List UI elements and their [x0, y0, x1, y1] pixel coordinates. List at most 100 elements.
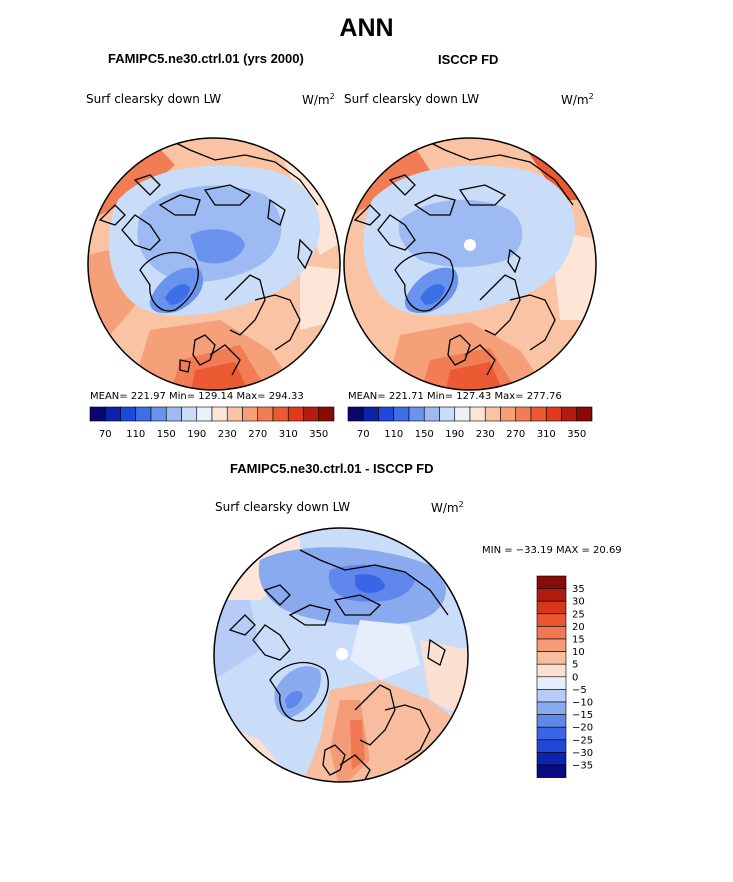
- colorbar-diff-tick-label: −25: [572, 735, 593, 746]
- colorbar-model-swatch: [272, 406, 289, 422]
- colorbar-model-swatch: [120, 406, 137, 422]
- panel-model-variable: Surf clearsky down LW: [86, 92, 222, 106]
- colorbar-diff-tick-label: 30: [572, 597, 585, 608]
- map-model: [88, 138, 340, 390]
- colorbar-obs-swatch: [530, 406, 547, 422]
- colorbar-obs-swatch: [515, 406, 532, 422]
- colorbar-model-swatch: [196, 406, 213, 422]
- panel-model-title: FAMIPC5.ne30.ctrl.01 (yrs 2000): [108, 51, 304, 66]
- colorbar-model-swatch: [257, 406, 274, 422]
- colorbar-diff-tick-label: −35: [572, 761, 593, 772]
- colorbar-obs-tick-label: 150: [415, 429, 434, 440]
- colorbar-obs-swatch: [378, 406, 395, 422]
- colorbar-obs-swatch: [347, 406, 364, 422]
- colorbar-model-swatch: [318, 406, 335, 422]
- panel-obs-variable: Surf clearsky down LW: [344, 92, 480, 106]
- colorbar-obs-swatch: [362, 406, 379, 422]
- colorbar-model-swatch: [303, 406, 320, 422]
- map-diff: [214, 528, 468, 782]
- colorbar-diff-swatch: [536, 676, 567, 690]
- colorbar-model: 70 110 150 190 230 270 310 350: [89, 406, 335, 440]
- colorbar-diff-tick-label: 20: [572, 622, 585, 633]
- colorbar-obs: 70 110 150 190 230 270 310 350: [347, 406, 593, 440]
- colorbar-diff-swatch: [536, 726, 567, 741]
- colorbar-obs-tick-label: 110: [384, 429, 403, 440]
- colorbar-obs-swatch: [545, 406, 562, 422]
- colorbar-obs-tick-label: 350: [567, 429, 586, 440]
- colorbar-obs-swatch: [408, 406, 425, 422]
- colorbar-diff-swatch: [536, 613, 567, 627]
- colorbar-model-swatch: [287, 406, 304, 422]
- colorbar-diff-swatch: [536, 651, 567, 665]
- colorbar-model-swatch: [104, 406, 121, 422]
- colorbar-diff-tick-label: 25: [572, 609, 585, 620]
- colorbar-diff-tick-label: −15: [572, 710, 593, 721]
- colorbar-model-swatch: [181, 406, 198, 422]
- colorbar-obs-swatch: [561, 406, 578, 422]
- colorbar-diff-tick-label: 35: [572, 584, 585, 595]
- colorbar-diff-swatch: [536, 714, 567, 728]
- diff-stats: MIN = −33.19 MAX = 20.69: [482, 545, 622, 556]
- colorbar-diff-swatch: [536, 600, 567, 615]
- colorbar-obs-swatch: [423, 406, 440, 422]
- colorbar-obs-swatch: [484, 406, 501, 422]
- colorbar-diff-swatch: [536, 701, 567, 715]
- colorbar-model-swatch: [150, 406, 167, 422]
- colorbar-model-swatch: [165, 406, 182, 422]
- colorbar-diff-tick-label: 10: [572, 647, 585, 658]
- colorbar-model-tick-label: 70: [99, 429, 112, 440]
- colorbar-model-tick-label: 310: [279, 429, 298, 440]
- colorbar-model-tick-label: 270: [248, 429, 267, 440]
- colorbar-model-tick-label: 150: [157, 429, 176, 440]
- colorbar-model-tick-label: 190: [187, 429, 206, 440]
- diff-variable: Surf clearsky down LW: [215, 500, 351, 514]
- colorbar-diff-swatch: [536, 752, 567, 766]
- colorbar-diff-tick-label: −20: [572, 723, 593, 734]
- map-diff-border: [213, 527, 469, 783]
- colorbar-diff-swatch: [536, 626, 567, 640]
- colorbar-diff-swatch: [536, 663, 567, 678]
- colorbar-diff-tick-label: 15: [572, 635, 585, 646]
- colorbar-obs-swatch: [454, 406, 471, 422]
- colorbar-obs-tick-label: 230: [476, 429, 495, 440]
- colorbar-obs-swatch: [439, 406, 456, 422]
- map-obs-border: [343, 137, 597, 391]
- colorbar-model-swatch: [226, 406, 243, 422]
- colorbar-obs-swatch: [500, 406, 517, 422]
- diff-title: FAMIPC5.ne30.ctrl.01 - ISCCP FD: [230, 461, 434, 476]
- colorbar-diff-tick-label: 5: [572, 660, 578, 671]
- colorbar-model-tick-label: 230: [218, 429, 237, 440]
- colorbar-diff-tick-label: −30: [572, 748, 593, 759]
- diff-units: W/m2: [431, 500, 464, 515]
- map-model-border: [87, 137, 341, 391]
- colorbar-diff-swatch: [536, 638, 567, 652]
- colorbar-obs-tick-label: 190: [445, 429, 464, 440]
- colorbar-model-swatch: [211, 406, 228, 422]
- colorbar-diff-swatch: [536, 575, 567, 589]
- panel-obs-units: W/m2: [561, 92, 594, 107]
- colorbar-obs-swatch: [393, 406, 410, 422]
- colorbar-diff-swatch: [536, 764, 567, 778]
- colorbar-diff-swatch: [536, 588, 567, 602]
- colorbar-model-swatch: [89, 406, 106, 422]
- colorbar-obs-tick-label: 70: [357, 429, 370, 440]
- colorbar-diff-tick-label: 0: [572, 672, 578, 683]
- colorbar-model-swatch: [242, 406, 259, 422]
- panel-model-units: W/m2: [302, 92, 335, 107]
- map-obs: [344, 138, 596, 390]
- panel-obs-title: ISCCP FD: [438, 52, 499, 67]
- colorbar-model-swatch: [135, 406, 152, 422]
- colorbar-model-tick-label: 350: [309, 429, 328, 440]
- colorbar-diff-tick-label: −10: [572, 698, 593, 709]
- colorbar-model-tick-label: 110: [126, 429, 145, 440]
- colorbar-diff-swatch: [536, 739, 567, 753]
- panel-model-stats: MEAN= 221.97 Min= 129.14 Max= 294.33: [90, 391, 304, 402]
- colorbar-obs-tick-label: 310: [537, 429, 556, 440]
- panel-obs-stats: MEAN= 221.71 Min= 127.43 Max= 277.76: [348, 391, 562, 402]
- colorbar-obs-swatch: [469, 406, 486, 422]
- colorbar-obs-swatch: [576, 406, 593, 422]
- colorbar-obs-tick-label: 270: [506, 429, 525, 440]
- figure-title: ANN: [339, 14, 394, 42]
